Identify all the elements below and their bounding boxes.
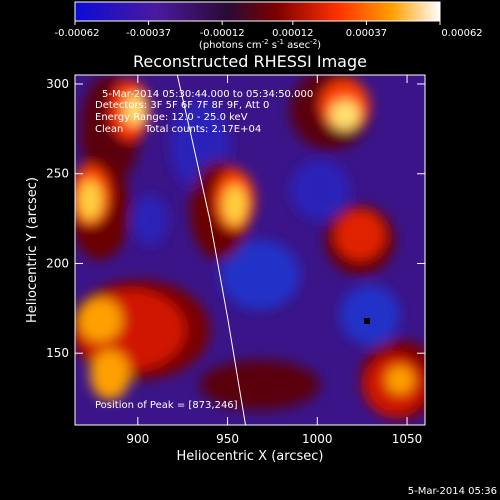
colorbar-tick-label: -0.00037 [126, 28, 171, 39]
heatmap-image [75, 75, 425, 425]
x-tick-label: 950 [216, 432, 239, 446]
plot-frame [74, 74, 426, 426]
x-tick-label: 1000 [302, 432, 333, 446]
colorbar-tick-label: -0.00062 [55, 28, 100, 39]
time-range-label: 5-Mar-2014 05:30:44.000 to 05:34:50.000 [102, 89, 313, 100]
detectors-label: Detectors: 3F 5F 6F 7F 8F 9F, Att 0 [95, 100, 269, 111]
total-counts-label: Total counts: 2.17E+04 [144, 124, 261, 135]
y-tick-label: 300 [46, 77, 69, 91]
colorbar-tick-label: 0.00012 [272, 28, 313, 39]
y-axis: 150 200 250 300 [46, 77, 425, 360]
y-tick-label: 250 [46, 167, 69, 181]
colorbar [74, 1, 441, 22]
y-tick-label: 200 [46, 256, 69, 270]
x-axis-label: Heliocentric X (arcsec) [177, 449, 324, 464]
solar-limb-line [176, 75, 247, 425]
colorbar-ticks: -0.00062 -0.00037 -0.00012 0.00012 0.00037 0.… [55, 21, 483, 39]
y-tick-label: 150 [46, 346, 69, 360]
colorbar-tick-label: 0.00062 [441, 28, 482, 39]
peak-position-label: Position of Peak = [873,246] [95, 400, 238, 411]
x-axis: 900 950 1000 1050 [126, 75, 422, 446]
colorbar-tick-label: 0.00037 [346, 28, 387, 39]
colorbar-unit-label: (photons cm-2 s-1 asec-2) [199, 38, 321, 51]
x-tick-label: 900 [126, 432, 149, 446]
y-axis-label: Heliocentric Y (arcsec) [25, 177, 40, 323]
x-tick-label: 1050 [392, 432, 423, 446]
energy-range-label: Energy Range: 12.0 - 25.0 keV [95, 112, 248, 123]
colorbar-tick-label: -0.00012 [200, 28, 245, 39]
chart-title: Reconstructed RHESSI Image [133, 52, 367, 71]
clean-label: Clean [95, 124, 123, 135]
timestamp-label: 5-Mar-2014 05:36 [408, 486, 497, 497]
